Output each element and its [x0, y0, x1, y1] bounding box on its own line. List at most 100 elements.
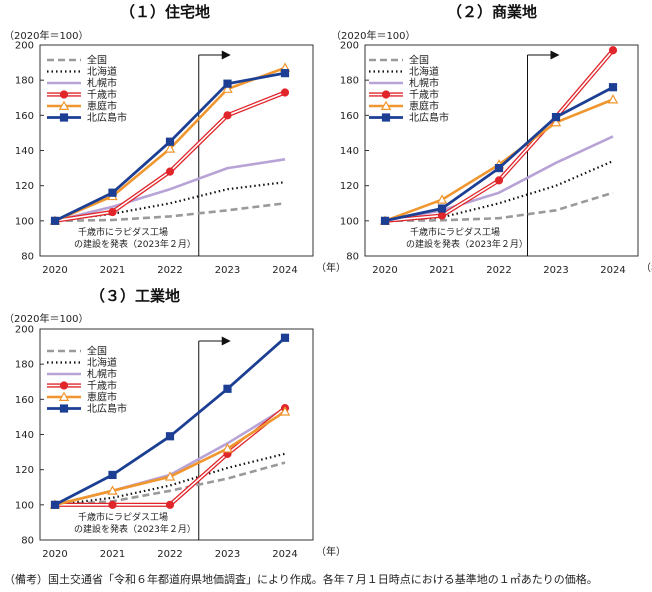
y-tick-label: 160	[15, 395, 34, 406]
x-tick-label: 2020	[42, 265, 67, 276]
annotation-line-1: 千歳市にラピダス工場	[78, 511, 168, 523]
chart-residential: （１）住宅地 （2020年＝100） 80 100 120 140 160 180 200 202…	[4, 3, 346, 276]
data-point	[108, 470, 117, 480]
legend-marker	[59, 90, 69, 99]
plot-area	[364, 44, 639, 257]
x-tick-label: 2023	[215, 549, 240, 560]
x-tick-label: 2022	[486, 265, 511, 276]
legend-label: 北海道	[87, 65, 117, 78]
x-tick-label: 2020	[372, 265, 397, 276]
series-北広島市	[50, 333, 290, 509]
data-point	[222, 443, 233, 453]
data-point	[165, 167, 175, 176]
x-tick-label: 2022	[157, 549, 182, 560]
unit-label: （2020年＝100）	[331, 29, 416, 42]
legend-marker	[59, 381, 69, 390]
series-全国	[54, 461, 286, 507]
data-point	[280, 88, 290, 97]
chart-commercial: （２）商業地 （2020年＝100） 80 100 120 140 160 180 200 202…	[331, 3, 652, 276]
legend-marker	[59, 404, 69, 413]
y-tick-label: 200	[340, 41, 359, 52]
data-point	[222, 83, 233, 93]
x-tick-label: 2021	[429, 265, 454, 276]
legend-label: 恵庭市	[409, 100, 439, 113]
annotation-line-1: 千歳市にラピダス工場	[410, 226, 500, 238]
annotation-line-1: 千歳市にラピダス工場	[78, 226, 168, 238]
y-tick-label: 120	[15, 181, 34, 192]
y-tick-label: 100	[15, 216, 34, 227]
y-tick-label: 200	[15, 41, 34, 52]
series-北広島市	[380, 83, 618, 225]
data-point	[164, 143, 176, 153]
source-note: （備考）国土交通省「令和６年都道府県地価調査」により作成。各年７月１日時点におけ…	[4, 573, 598, 586]
y-tick-label: 80	[346, 252, 359, 263]
annotation-line-2: の建設を発表（2023年２月）	[406, 238, 528, 250]
legend-marker	[380, 100, 392, 110]
y-tick-label: 120	[15, 465, 34, 476]
x-tick-label: 2023	[543, 265, 568, 276]
data-point	[107, 485, 118, 495]
data-point	[494, 163, 504, 173]
y-tick-label: 80	[21, 252, 34, 263]
event-arrow-head	[550, 50, 560, 60]
data-point	[607, 94, 619, 104]
unit-label: （2020年＝100）	[4, 312, 89, 325]
legend-label: 恵庭市	[87, 100, 117, 113]
series-全国	[384, 191, 614, 223]
legend-label: 全国	[87, 54, 107, 67]
data-point	[280, 333, 290, 342]
data-point	[380, 216, 390, 225]
data-point	[108, 188, 117, 197]
series-line	[384, 191, 614, 223]
event-arrow-head	[221, 336, 231, 346]
legend-label: 千歳市	[87, 379, 117, 392]
series-恵庭市	[49, 406, 291, 509]
data-point	[50, 216, 60, 225]
data-point	[165, 432, 175, 441]
legend-label: 札幌市	[409, 77, 439, 90]
data-point	[437, 211, 447, 220]
x-axis-unit: （年）	[316, 261, 346, 274]
legend-label: 北広島市	[87, 402, 127, 415]
x-tick-label: 2021	[100, 549, 125, 560]
data-point	[165, 137, 175, 146]
series-千歳市	[50, 404, 290, 509]
legend-label: 北海道	[87, 356, 117, 369]
x-axis-unit: （年）	[641, 261, 652, 274]
legend-marker	[58, 100, 70, 110]
series-line	[54, 181, 286, 222]
series-line	[54, 202, 286, 223]
data-point	[164, 471, 176, 481]
legend-marker	[381, 90, 391, 99]
series-全国	[54, 202, 286, 223]
x-tick-label: 2023	[215, 265, 240, 276]
event-arrow-head	[221, 50, 231, 60]
y-tick-label: 80	[21, 536, 34, 547]
chart-industrial: （３）工業地（2020年＝100） 80 100 120 140 160 180 200 202…	[4, 287, 346, 560]
legend-label: 北海道	[409, 65, 439, 78]
x-tick-label: 2024	[272, 549, 297, 560]
unit-label: （2020年＝100）	[4, 29, 89, 42]
chart-title: （２）商業地	[447, 3, 537, 21]
y-tick-label: 120	[340, 181, 359, 192]
data-point	[608, 83, 618, 92]
data-point	[108, 500, 117, 509]
legend-label: 北広島市	[409, 111, 449, 124]
series-北海道	[54, 181, 286, 222]
annotation-line-2: の建設を発表（2023年２月）	[74, 523, 196, 535]
y-tick-label: 180	[15, 360, 34, 371]
data-point	[279, 406, 291, 416]
legend-marker	[59, 113, 69, 122]
legend-label: 千歳市	[409, 88, 439, 101]
x-tick-label: 2024	[272, 265, 297, 276]
series-line	[54, 158, 286, 223]
data-point	[551, 112, 561, 122]
chart-title: （１）住宅地	[120, 3, 210, 21]
y-tick-label: 140	[15, 146, 34, 157]
plot-area	[39, 44, 314, 257]
legend-label: 北広島市	[87, 111, 127, 124]
